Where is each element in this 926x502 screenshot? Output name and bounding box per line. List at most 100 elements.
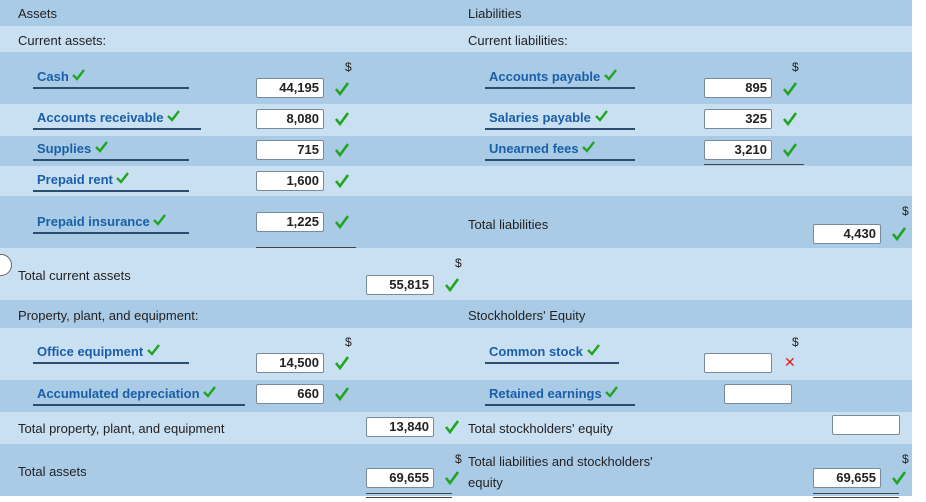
check-icon <box>605 386 619 398</box>
check-icon <box>203 386 217 398</box>
current-assets-heading: Current assets: <box>18 33 107 48</box>
equity-heading: Stockholders' Equity <box>468 308 586 323</box>
total-current-assets-label: Total current assets <box>18 268 131 283</box>
prepaid-rent-select[interactable]: Prepaid rent <box>33 171 189 192</box>
total-liabilities-input[interactable]: 4,430 <box>813 224 881 244</box>
table-row <box>0 444 912 496</box>
total-liabilities-label: Total liabilities <box>468 217 549 232</box>
currency-symbol: $ <box>345 335 352 349</box>
currency-symbol: $ <box>792 335 799 349</box>
check-icon <box>334 82 350 97</box>
check-icon <box>334 387 350 402</box>
unearned-fees-input[interactable]: 3,210 <box>704 140 772 160</box>
incorrect-x-icon: ✕ <box>784 354 796 370</box>
total-le-input[interactable]: 69,655 <box>813 468 881 488</box>
retained-earnings-label: Retained earnings <box>489 386 602 401</box>
total-ppe-input[interactable]: 13,840 <box>366 417 434 437</box>
ppe-heading: Property, plant, and equipment: <box>18 308 199 323</box>
check-icon <box>334 112 350 127</box>
common-stock-input[interactable] <box>704 353 772 373</box>
office-equipment-select[interactable]: Office equipment <box>33 343 189 364</box>
unearned-fees-select[interactable]: Unearned fees <box>485 140 635 161</box>
check-icon <box>594 110 608 122</box>
total-le-label-line1: Total liabilities and stockholders' <box>468 454 653 469</box>
check-icon <box>116 172 130 184</box>
accounts-receivable-label: Accounts receivable <box>37 110 164 125</box>
section-row <box>0 26 912 52</box>
total-equity-input[interactable] <box>832 415 900 435</box>
check-icon <box>334 356 350 371</box>
check-icon <box>334 143 350 158</box>
supplies-input[interactable]: 715 <box>256 140 324 160</box>
currency-symbol: $ <box>792 60 799 74</box>
check-icon <box>153 214 167 226</box>
table-row <box>0 248 912 300</box>
check-icon <box>444 278 460 293</box>
check-icon <box>334 174 350 189</box>
check-icon <box>444 471 460 486</box>
header-row <box>0 0 912 26</box>
check-icon <box>782 143 798 158</box>
double-underline <box>813 493 899 498</box>
underline-rule <box>704 164 804 165</box>
check-icon <box>604 69 617 81</box>
total-current-assets-input[interactable]: 55,815 <box>366 275 434 295</box>
accumulated-depreciation-input[interactable]: 660 <box>256 384 324 404</box>
accumulated-depreciation-select[interactable]: Accumulated depreciation <box>33 385 245 406</box>
prepaid-insurance-label: Prepaid insurance <box>37 214 150 229</box>
check-icon <box>146 344 160 356</box>
currency-symbol: $ <box>345 60 352 74</box>
cash-label: Cash <box>37 69 69 84</box>
table-row <box>0 196 912 248</box>
total-ppe-label: Total property, plant, and equipment <box>18 421 225 436</box>
check-icon <box>72 69 86 81</box>
prepaid-insurance-input[interactable]: 1,225 <box>256 212 324 232</box>
check-icon <box>94 141 108 153</box>
total-assets-label: Total assets <box>18 464 87 479</box>
accounts-payable-select[interactable]: Accounts payable <box>485 68 635 89</box>
check-icon <box>586 344 600 356</box>
currency-symbol: $ <box>455 452 462 466</box>
current-liabilities-heading: Current liabilities: <box>468 33 568 48</box>
prepaid-insurance-select[interactable]: Prepaid insurance <box>33 213 189 234</box>
assets-header: Assets <box>18 6 58 21</box>
currency-symbol: $ <box>902 452 909 466</box>
salaries-payable-select[interactable]: Salaries payable <box>485 109 635 130</box>
cash-account-select[interactable]: Cash <box>33 68 189 89</box>
accounts-receivable-input[interactable]: 8,080 <box>256 109 324 129</box>
salaries-payable-label: Salaries payable <box>489 110 591 125</box>
retained-earnings-select[interactable]: Retained earnings <box>485 385 635 406</box>
check-icon <box>167 110 181 122</box>
table-row <box>0 412 912 444</box>
currency-symbol: $ <box>455 256 462 270</box>
check-icon <box>782 82 798 97</box>
double-underline <box>366 493 452 498</box>
supplies-label: Supplies <box>37 141 92 156</box>
bottom-edge <box>0 496 912 502</box>
accounts-payable-input[interactable]: 895 <box>704 78 772 98</box>
underline-rule <box>256 247 356 248</box>
liabilities-header: Liabilities <box>468 6 522 21</box>
prepaid-rent-input[interactable]: 1,600 <box>256 171 324 191</box>
unearned-fees-label: Unearned fees <box>489 141 579 156</box>
currency-symbol: $ <box>902 204 909 218</box>
accounts-payable-label: Accounts payable <box>489 69 601 84</box>
check-icon <box>782 112 798 127</box>
accumulated-depreciation-label: Accumulated depreciation <box>37 386 200 401</box>
section-row <box>0 300 912 328</box>
check-icon <box>582 141 596 153</box>
retained-earnings-input[interactable] <box>724 384 792 404</box>
supplies-select[interactable]: Supplies <box>33 140 189 161</box>
cash-input[interactable]: 44,195 <box>256 78 324 98</box>
check-icon <box>444 420 460 435</box>
total-equity-label: Total stockholders' equity <box>468 421 613 436</box>
total-le-label-line2: equity <box>468 475 503 490</box>
common-stock-label: Common stock <box>489 344 583 359</box>
office-equipment-input[interactable]: 14,500 <box>256 353 324 373</box>
common-stock-select[interactable]: Common stock <box>485 343 619 364</box>
check-icon <box>334 215 350 230</box>
salaries-payable-input[interactable]: 325 <box>704 109 772 129</box>
total-assets-input[interactable]: 69,655 <box>366 468 434 488</box>
office-equipment-label: Office equipment <box>37 344 144 359</box>
accounts-receivable-select[interactable]: Accounts receivable <box>33 109 201 130</box>
